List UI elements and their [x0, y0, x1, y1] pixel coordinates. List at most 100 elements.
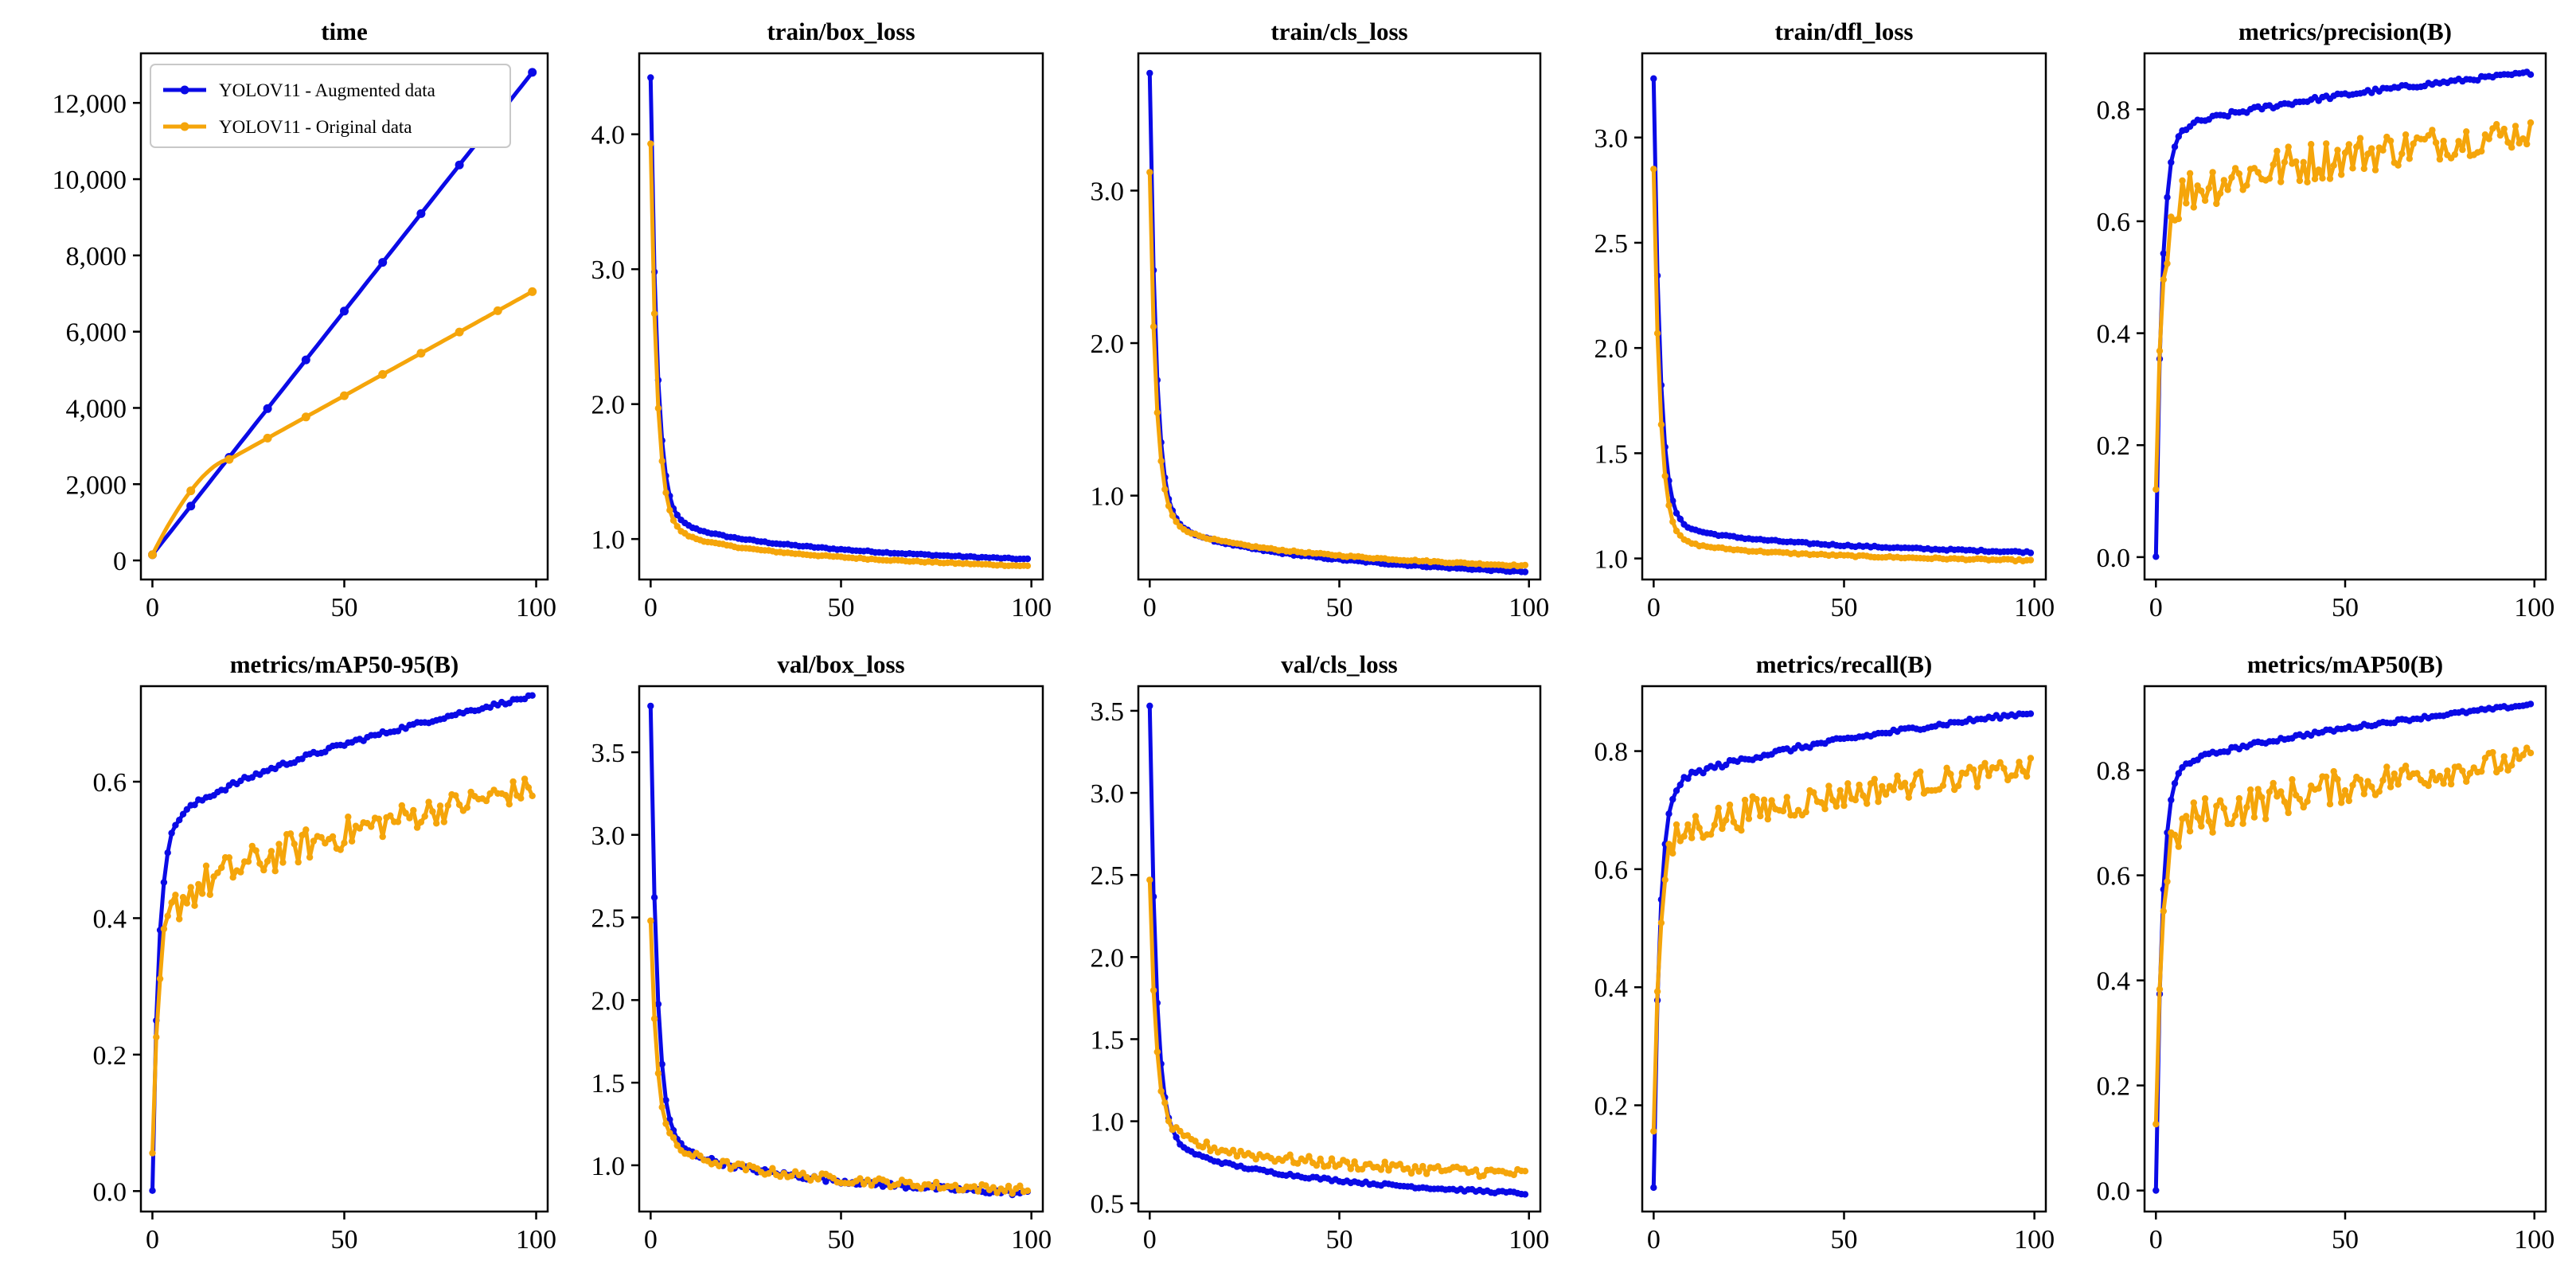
legend-marker	[180, 85, 189, 95]
legend-label: YOLOV11 - Augmented data	[219, 80, 435, 100]
data-point	[493, 306, 502, 315]
data-point	[2183, 813, 2190, 820]
data-point	[402, 810, 409, 817]
data-point	[1753, 795, 1760, 803]
data-point	[2246, 786, 2254, 794]
data-point	[2436, 155, 2444, 163]
axes-frame	[2143, 685, 2547, 1213]
data-point	[172, 821, 179, 829]
data-point	[2020, 767, 2027, 775]
y-tick-label: 1.5	[1594, 439, 1629, 469]
series-line	[150, 777, 534, 1153]
data-point	[2239, 820, 2246, 827]
data-point	[1358, 1165, 1366, 1173]
data-point	[444, 802, 451, 809]
data-point	[1161, 1099, 1169, 1106]
legend: YOLOV11 - Augmented data YOLOV11 - Origin…	[150, 64, 511, 148]
data-point	[2455, 763, 2462, 771]
axes-frame	[638, 685, 1044, 1213]
data-point	[2175, 770, 2182, 777]
data-point	[2432, 139, 2440, 146]
chart-title: val/cls_loss	[1281, 650, 1397, 678]
data-point	[2153, 1120, 2160, 1128]
data-point	[1832, 802, 1840, 810]
x-tick-label: 0	[2149, 593, 2163, 622]
data-point	[2281, 798, 2289, 806]
data-point	[2190, 204, 2197, 211]
series-line	[2153, 746, 2532, 1125]
data-point	[2216, 189, 2224, 197]
data-point	[417, 818, 425, 826]
data-point	[2209, 829, 2216, 836]
data-point	[1707, 831, 1715, 838]
chart-title: train/box_loss	[767, 18, 915, 45]
data-point	[2345, 797, 2352, 805]
data-point	[1005, 1182, 1013, 1190]
y-tick-label: 1.0	[1091, 1108, 1125, 1138]
data-point	[191, 902, 198, 909]
data-point	[2171, 779, 2179, 787]
y-tick-label: 2.0	[591, 391, 626, 420]
data-point	[1676, 837, 1684, 845]
x-tick-label: 50	[828, 593, 855, 622]
data-point	[2153, 1187, 2160, 1194]
x-tick-label: 50	[1831, 1225, 1858, 1255]
data-point	[2360, 790, 2367, 798]
y-tick-label: 3.0	[1091, 779, 1125, 809]
data-point	[716, 1162, 723, 1170]
data-point	[1821, 806, 1829, 813]
data-point	[654, 1001, 662, 1008]
data-point	[2414, 770, 2421, 777]
data-point	[429, 808, 436, 815]
data-point	[1741, 796, 1749, 804]
data-point	[2228, 174, 2235, 181]
x-tick-label: 0	[644, 1225, 658, 1255]
data-point	[345, 813, 352, 821]
data-point	[662, 1120, 669, 1127]
data-point	[1286, 1151, 1294, 1158]
data-point	[2489, 749, 2496, 756]
data-point	[341, 839, 348, 847]
x-tick-label: 50	[1831, 593, 1858, 622]
data-point	[2296, 177, 2304, 185]
data-point	[2334, 146, 2341, 154]
data-point	[2160, 907, 2167, 915]
data-point	[1211, 1144, 1218, 1152]
data-point	[2293, 158, 2300, 166]
data-point	[2444, 767, 2451, 775]
data-point	[2194, 182, 2201, 189]
data-point	[2266, 788, 2274, 795]
data-point	[2027, 556, 2035, 564]
chart-title: time	[321, 18, 368, 45]
data-point	[1407, 1169, 1415, 1177]
data-point	[1480, 1172, 1487, 1180]
series-line	[1147, 880, 1526, 1179]
data-point	[2425, 782, 2432, 790]
data-point	[164, 849, 171, 857]
data-point	[2402, 763, 2410, 770]
data-point	[2466, 770, 2474, 777]
data-point	[2250, 814, 2258, 821]
data-point	[1024, 562, 1032, 569]
data-point	[769, 1165, 776, 1172]
y-tick-label: 3.5	[591, 739, 626, 768]
data-point	[229, 874, 236, 881]
x-tick-label: 100	[516, 593, 556, 622]
data-point	[1723, 816, 1730, 824]
data-point	[149, 1187, 156, 1194]
data-point	[168, 829, 175, 837]
x-tick-label: 0	[1143, 1225, 1157, 1255]
data-point	[2168, 158, 2175, 166]
data-point	[1817, 798, 1825, 806]
data-point	[2012, 771, 2019, 779]
y-tick-label: 1.0	[591, 525, 626, 555]
data-point	[279, 859, 287, 866]
data-point	[1146, 702, 1153, 709]
data-point	[263, 404, 272, 413]
data-point	[1157, 458, 1165, 465]
data-point	[1672, 527, 1680, 535]
data-point	[1672, 509, 1680, 517]
data-point	[2171, 143, 2179, 150]
x-tick-label: 50	[828, 1225, 855, 1255]
data-point	[455, 801, 463, 809]
